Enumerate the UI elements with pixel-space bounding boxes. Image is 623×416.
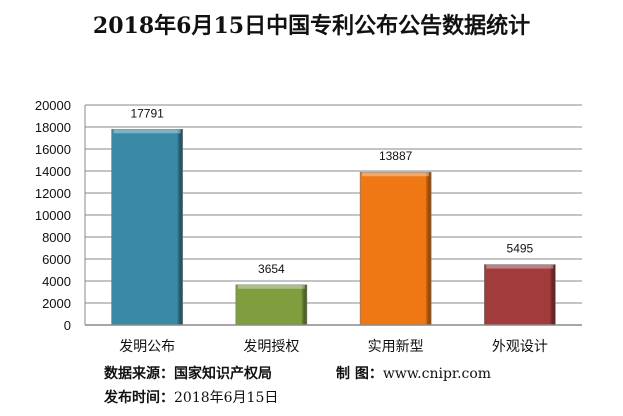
y-tick-label: 12000 [35, 186, 71, 201]
y-tick-label: 0 [64, 318, 71, 333]
x-tick-label: 实用新型 [368, 339, 424, 355]
bar-highlight [362, 172, 430, 177]
bar-highlight [486, 264, 554, 269]
x-tick-label: 发明公布 [119, 339, 175, 355]
data-label: 13887 [379, 149, 413, 163]
y-tick-label: 14000 [35, 164, 71, 179]
bar-bevel [111, 128, 183, 326]
y-tick-label: 10000 [35, 208, 71, 223]
y-tick-label: 16000 [35, 142, 71, 157]
chart-maker: 制 图：www.cnipr.com [336, 363, 491, 383]
date-value: 2018年6月15日 [174, 390, 279, 406]
bar-highlight [237, 284, 305, 289]
made-value: www.cnipr.com [382, 366, 492, 382]
x-tick-label: 发明授权 [243, 339, 299, 355]
y-tick-label: 2000 [42, 296, 71, 311]
y-tick-label: 6000 [42, 252, 71, 267]
bar-bevel [359, 171, 432, 326]
bar-bevel [484, 264, 556, 326]
data-source: 数据来源：国家知识产权局 [104, 363, 272, 383]
data-label: 3654 [258, 262, 285, 276]
x-tick-label: 外观设计 [492, 339, 548, 355]
y-tick-label: 18000 [35, 120, 71, 135]
bar-bevel [235, 284, 308, 326]
source-label: 数据来源： [104, 366, 174, 382]
source-value: 国家知识产权局 [174, 366, 272, 382]
y-tick-label: 8000 [42, 230, 71, 245]
y-tick-label: 20000 [35, 98, 71, 113]
data-label: 17791 [130, 106, 164, 120]
bar-highlight [113, 129, 181, 134]
data-label: 5495 [507, 242, 534, 256]
date-label: 发布时间： [104, 390, 174, 406]
made-label: 制 图： [336, 366, 383, 382]
y-tick-label: 4000 [42, 274, 71, 289]
publish-date: 发布时间：2018年6月15日 [104, 387, 278, 407]
chart-title: 2018年6月15日中国专利公布公告数据统计 [92, 13, 531, 39]
